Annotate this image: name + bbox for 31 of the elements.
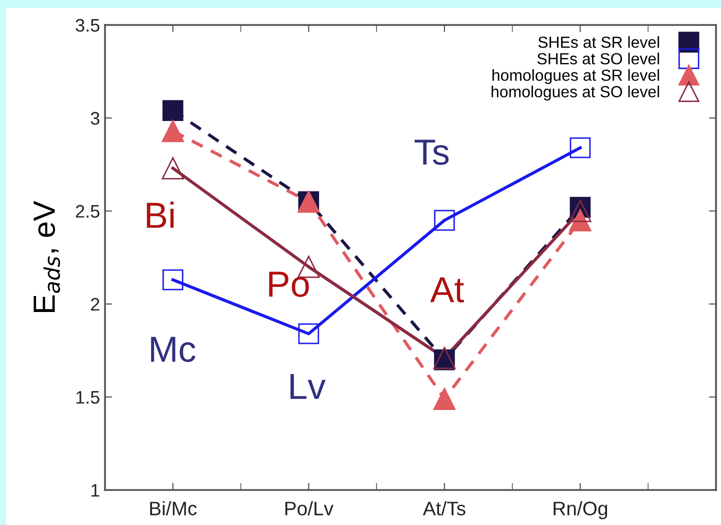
- y-tick-label: 3: [90, 112, 100, 125]
- point: [162, 120, 184, 142]
- annotation: Lv: [290, 374, 326, 399]
- annotation: At: [430, 277, 464, 302]
- point: [569, 200, 592, 222]
- point: [570, 137, 591, 158]
- y-axis-title: E$_{ads}$, eV: [34, 200, 60, 312]
- x-tick-label: Rn/Og: [554, 501, 608, 520]
- x-tick-label: Bi/Mc: [150, 501, 197, 516]
- annotation: Mc: [151, 336, 196, 362]
- legend-label: SHEs at SR level: [538, 36, 660, 48]
- y-tick-label: 1.5: [76, 391, 100, 404]
- point: [162, 269, 184, 290]
- annotation: Ts: [414, 140, 449, 165]
- point: [569, 209, 592, 232]
- x-tick-label: Po/Lv: [285, 501, 334, 516]
- legend-label: homologues at SO level: [492, 86, 660, 101]
- point: [298, 323, 320, 344]
- legend-label: SHEs at SO level: [537, 52, 660, 64]
- y-tick-label: 3.5: [76, 18, 100, 32]
- point: [162, 157, 184, 180]
- x-tick-label: At/Ts: [422, 501, 466, 516]
- point: [162, 100, 184, 121]
- y-tick-label: 2: [91, 298, 100, 311]
- point: [433, 388, 456, 410]
- legend-label: homologues at SR level: [492, 69, 660, 84]
- annotation: Po: [269, 272, 309, 297]
- annotation: Bi: [146, 202, 174, 228]
- y-tick-label: 1: [91, 484, 100, 497]
- y-tick-label: 2.5: [76, 204, 100, 218]
- point: [434, 210, 455, 231]
